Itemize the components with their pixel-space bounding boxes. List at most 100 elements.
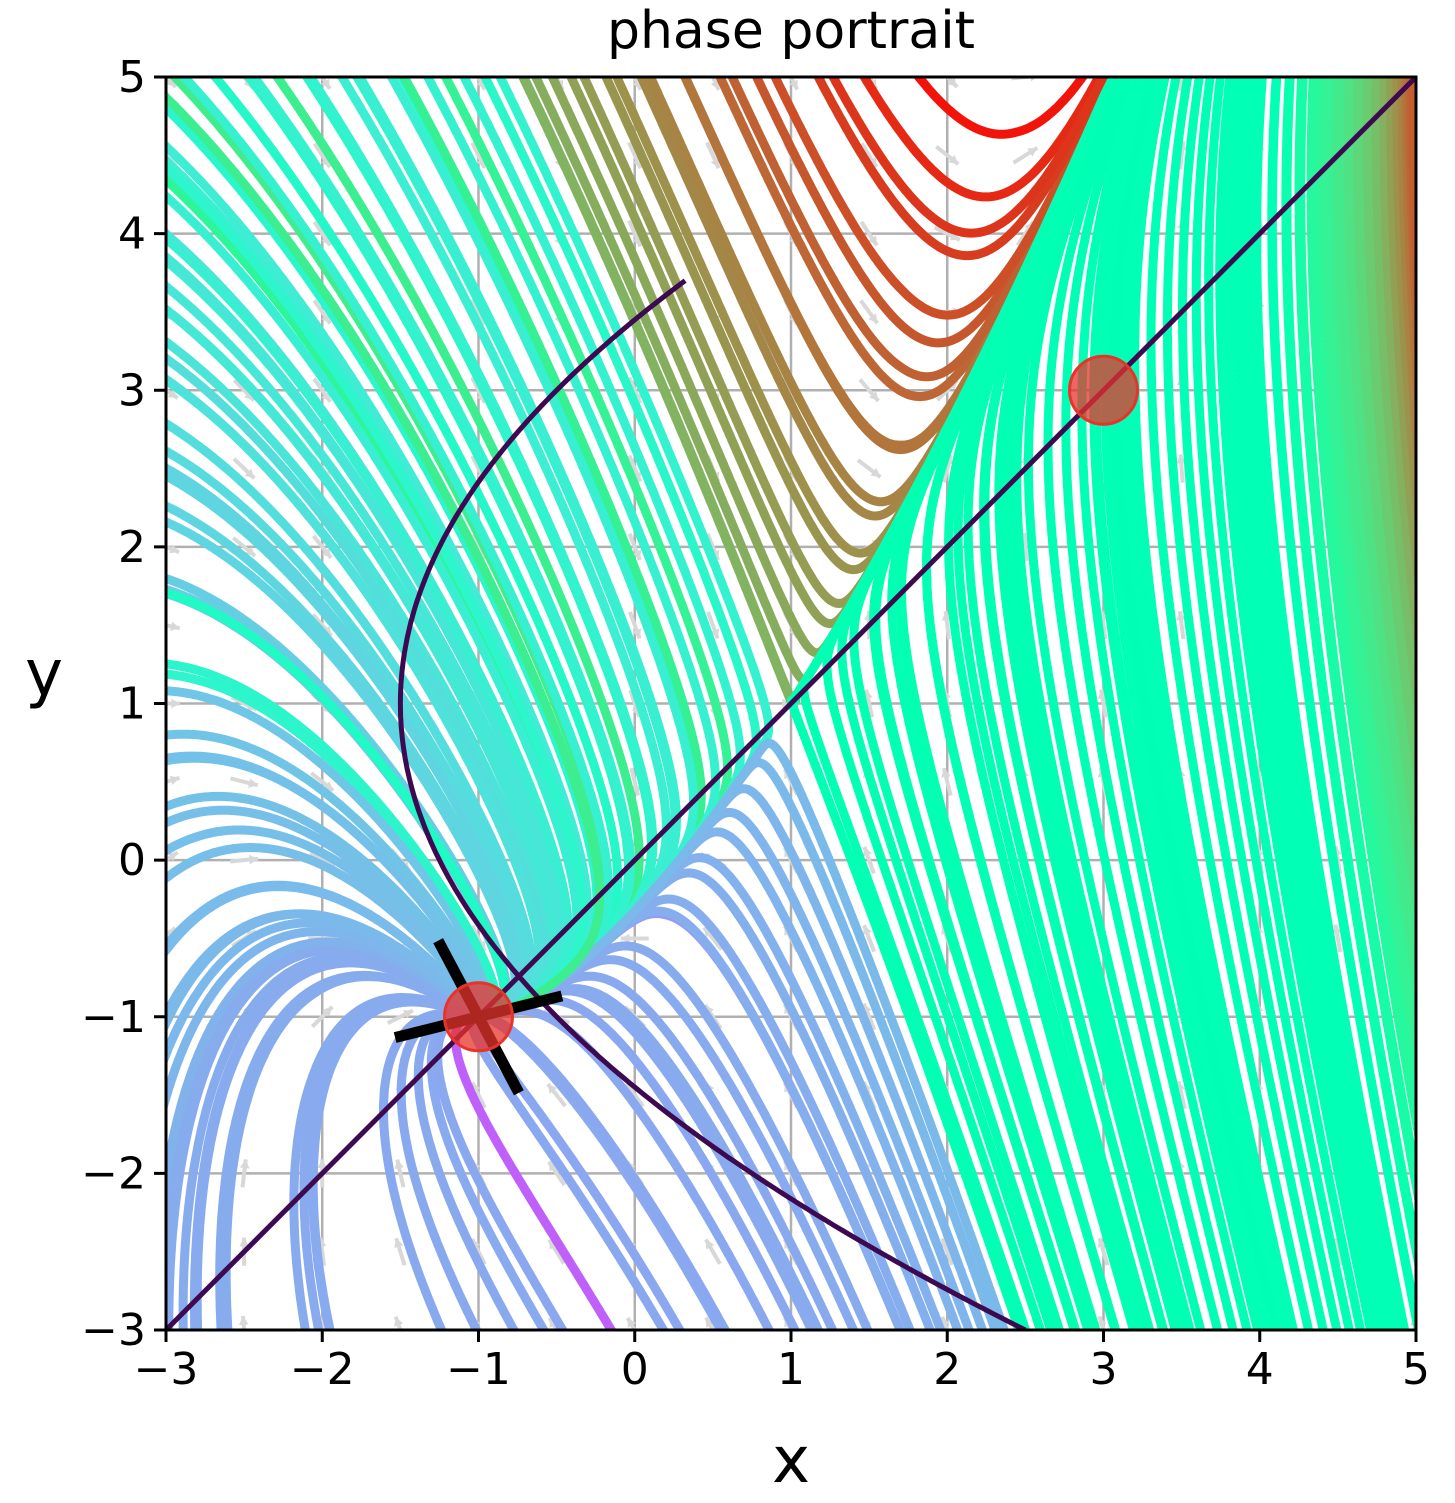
y-tick-label: 3	[118, 365, 146, 416]
quiver-arrowhead	[321, 78, 330, 89]
quiver-arrowhead	[170, 621, 180, 632]
streamline	[1327, 77, 1416, 1028]
streamline	[1012, 77, 1195, 1330]
quiver-arrowhead	[862, 925, 872, 936]
streamline	[1100, 77, 1272, 1330]
x-tick-label: 4	[1246, 1344, 1274, 1395]
fixed-point-layer	[443, 354, 1139, 1053]
chart-title: phase portrait	[607, 1, 975, 61]
nullcline-diagonal	[166, 77, 1416, 1330]
quiver-arrow	[1177, 77, 1184, 92]
quiver-arrowhead	[941, 768, 951, 778]
quiver-arrowhead	[941, 611, 952, 621]
streamline	[1386, 77, 1416, 599]
nullcline-parabola	[397, 278, 1027, 1330]
quiver-arrowhead	[947, 77, 958, 87]
quiver-arrowhead	[321, 548, 332, 558]
quiver-arrowhead	[169, 775, 180, 785]
x-tick-label: 0	[621, 1344, 649, 1395]
quiver-arrowhead	[868, 313, 878, 324]
quiver-arrowhead	[245, 546, 255, 556]
streamline	[953, 77, 1147, 1330]
y-tick-label: −1	[81, 992, 146, 1043]
quiver-arrowhead	[1411, 63, 1421, 72]
streamline	[1224, 77, 1384, 1330]
quiver-arrowhead	[632, 471, 642, 482]
streamline	[1218, 77, 1379, 1330]
streamline	[1363, 77, 1416, 793]
quiver-arrowhead	[704, 927, 714, 938]
streamline	[1109, 77, 1281, 1330]
y-tick-label: −2	[81, 1148, 146, 1199]
quiver-arrowhead	[868, 235, 877, 246]
quiver-arrowhead	[322, 626, 332, 636]
quiver-arrowhead	[402, 1010, 413, 1019]
x-tick-label: −3	[134, 1344, 199, 1395]
streamline	[1002, 77, 1188, 1330]
quiver-arrowhead	[322, 1006, 333, 1017]
x-tick-label: 3	[1090, 1344, 1118, 1395]
streamline	[1089, 77, 1263, 1330]
x-tick-label: −2	[290, 1344, 355, 1395]
streamline	[1236, 77, 1395, 1330]
nullcline-layer	[166, 77, 1416, 1330]
quiver-arrowhead	[1102, 64, 1111, 74]
streamline	[1023, 77, 1206, 1330]
quiver-arrowhead	[627, 1317, 637, 1328]
streamline	[770, 77, 1115, 320]
streamline	[1371, 77, 1416, 727]
streamline	[913, 77, 1089, 139]
quiver-arrowhead	[238, 1315, 249, 1326]
streamline	[859, 77, 1104, 202]
y-tick-label: 5	[118, 52, 146, 103]
streamline	[1379, 77, 1416, 662]
quiver-arrowhead	[1255, 63, 1265, 72]
quiver-arrowhead	[549, 1239, 558, 1250]
quiver-arrowhead	[1332, 924, 1342, 934]
y-tick-label: 2	[118, 522, 146, 573]
y-tick-label: 4	[118, 209, 146, 260]
streamline	[1146, 77, 1314, 1330]
streamline	[166, 659, 501, 1022]
x-tick-label: 5	[1402, 1344, 1430, 1395]
quiver-arrowhead	[710, 628, 720, 639]
quiver-arrowhead	[169, 544, 180, 554]
quiver-arrowhead	[1027, 147, 1038, 157]
quiver-arrowhead	[1176, 454, 1187, 464]
quiver-arrowhead	[1176, 611, 1186, 621]
streamline	[1162, 77, 1328, 1330]
quiver-arrowhead	[394, 1316, 404, 1327]
quiver-arrowhead	[167, 852, 178, 862]
quiver-arrowhead	[940, 1238, 950, 1249]
quiver-arrowhead	[547, 1084, 558, 1094]
streamline	[828, 77, 1109, 238]
quiver-arrowhead	[239, 1159, 250, 1169]
streamline	[1128, 77, 1298, 1330]
streamline	[1267, 77, 1416, 1330]
quiver-arrowhead	[1178, 63, 1187, 72]
x-axis-label: x	[772, 1424, 810, 1498]
streamline	[1120, 77, 1289, 1330]
quiver-arrowhead	[706, 1317, 715, 1328]
quiver-arrowhead	[948, 154, 959, 165]
quiver-arrowhead	[1333, 63, 1343, 72]
quiver-arrowhead	[620, 933, 630, 944]
quiver-arrowhead	[868, 391, 879, 401]
tick-layer: −3 −2 −1 0 1 2 3 4 5 −3 −2 −1 0 1 2 3 4 5	[81, 52, 1430, 1395]
quiver-arrowhead	[1097, 1238, 1107, 1248]
quiver-arrowhead	[317, 1159, 328, 1169]
streamline	[1043, 77, 1223, 1330]
quiver-arrowhead	[710, 158, 720, 169]
streamline	[1321, 77, 1416, 1063]
y-tick-label: −3	[81, 1305, 146, 1356]
quiver-arrowhead	[789, 79, 798, 90]
x-tick-label: 1	[777, 1344, 805, 1395]
quiver-arrowhead	[710, 79, 720, 90]
streamline	[1282, 77, 1416, 1269]
quiver-arrowhead	[248, 854, 259, 865]
x-tick-label: −1	[446, 1344, 511, 1395]
streamline	[1343, 77, 1416, 927]
quiver-arrowhead	[167, 389, 178, 399]
streamline	[1244, 77, 1402, 1330]
